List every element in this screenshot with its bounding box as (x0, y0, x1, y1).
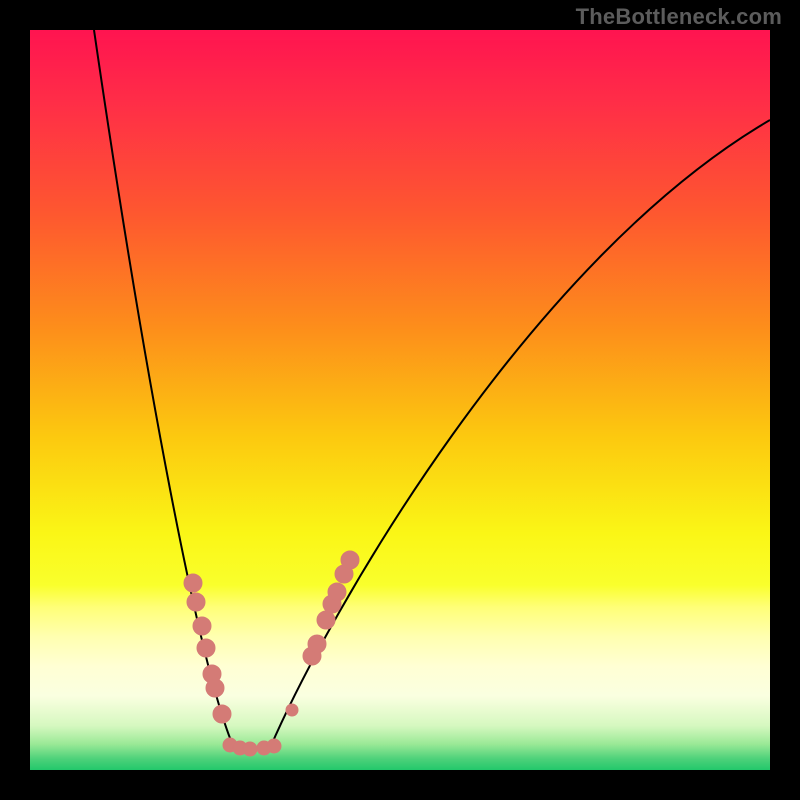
data-marker (267, 739, 281, 753)
bottleneck-chart-svg (30, 30, 770, 770)
data-marker (328, 583, 346, 601)
data-marker (341, 551, 359, 569)
data-marker (187, 593, 205, 611)
data-marker (286, 704, 298, 716)
gradient-background (30, 30, 770, 770)
data-marker (197, 639, 215, 657)
chart-frame: TheBottleneck.com (0, 0, 800, 800)
data-marker (206, 679, 224, 697)
data-marker (243, 742, 257, 756)
plot-area (30, 30, 770, 770)
data-marker (317, 611, 335, 629)
watermark-text: TheBottleneck.com (576, 4, 782, 30)
data-marker (308, 635, 326, 653)
data-marker (213, 705, 231, 723)
data-marker (193, 617, 211, 635)
data-marker (184, 574, 202, 592)
